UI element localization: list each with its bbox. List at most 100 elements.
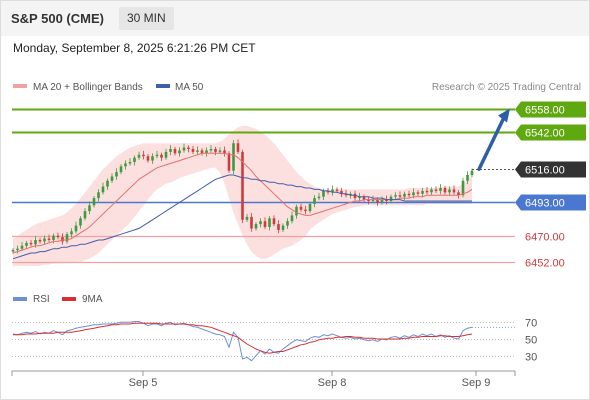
candle-body	[142, 154, 145, 157]
rsi-line	[12, 321, 473, 362]
level-tag-6558.00	[515, 101, 586, 118]
candle-body	[344, 193, 348, 196]
level-tag-6542.00	[515, 124, 586, 141]
level-tag-6493.00	[515, 194, 586, 211]
candle-body	[322, 190, 325, 197]
rsi-grid: 70 50 30	[12, 318, 537, 364]
candle-body	[439, 188, 442, 191]
rsi-tick-30: 30	[525, 352, 537, 364]
rsi-tick-70: 70	[525, 318, 537, 330]
candle-body	[241, 151, 244, 220]
rsi-lines	[12, 321, 515, 362]
candle-body	[353, 193, 357, 199]
x-tick-label-0: Sep 5	[129, 377, 158, 389]
candle-body	[29, 242, 33, 245]
candle-body	[340, 190, 343, 194]
candle-body	[151, 156, 154, 161]
candle-body	[313, 198, 316, 204]
candle-body	[133, 157, 136, 162]
price-levels	[12, 108, 515, 264]
candle-body	[47, 238, 51, 240]
x-axis: Sep 5 Sep 8 Sep 9	[129, 371, 490, 389]
candle-body	[200, 150, 204, 154]
ma50-legend-swatch	[156, 84, 170, 88]
candle-body	[155, 154, 159, 157]
instrument-title: S&P 500 (CME)	[11, 11, 104, 26]
ma50-legend-label: MA 50	[175, 82, 204, 93]
rsi-legend-label: RSI	[33, 294, 50, 305]
candle-body	[380, 199, 384, 203]
candle-body	[83, 211, 87, 219]
candle-body	[394, 195, 397, 197]
candle-body	[416, 192, 420, 194]
candle-body	[110, 176, 114, 181]
forecast-arrow-shaft	[477, 117, 505, 171]
credit-text: Research © 2025 Trading Central	[432, 82, 581, 93]
rsi-ma-legend-swatch	[62, 297, 76, 301]
candle-body	[124, 163, 127, 167]
candle-body	[227, 153, 231, 171]
candle-body	[290, 215, 294, 222]
candle-body	[20, 245, 24, 249]
rsi-ma-line	[13, 322, 473, 354]
candle-body	[299, 206, 303, 210]
rsi-tick-50: 50	[525, 335, 537, 347]
candle-body	[308, 203, 312, 212]
candle-body	[470, 170, 474, 175]
candle-body	[146, 156, 150, 161]
candle-body	[70, 231, 73, 235]
ma50-line	[12, 174, 472, 260]
candle-body	[349, 193, 352, 196]
candle-body	[61, 237, 64, 242]
bollinger-legend-label: MA 20 + Bollinger Bands	[33, 82, 143, 93]
candle-body	[389, 196, 393, 201]
candle-body	[196, 150, 199, 152]
timeframe-button[interactable]: 30 MIN	[119, 7, 174, 30]
candle-body	[452, 189, 456, 193]
candle-body	[205, 150, 208, 154]
candle-body	[34, 240, 37, 245]
candle-body	[331, 189, 334, 193]
candle-body	[358, 196, 361, 199]
candle-body	[376, 199, 379, 203]
candle-body	[65, 234, 69, 242]
moving-averages	[12, 152, 473, 260]
candle-body	[272, 218, 276, 225]
candle-body	[304, 209, 307, 212]
candle-body	[79, 218, 82, 226]
candle-body	[115, 172, 118, 177]
level-label-6452.00: 6452.00	[525, 258, 565, 270]
candle-body	[466, 175, 469, 181]
candle-body	[281, 225, 285, 230]
candle-body	[191, 149, 195, 152]
level-label-6493.00: 6493.00	[525, 198, 565, 210]
level-label-6558.00: 6558.00	[525, 105, 565, 117]
level-label-6516.00: 6516.00	[525, 165, 565, 177]
candle-body	[43, 238, 46, 242]
candle-body	[16, 248, 19, 251]
candle-body	[88, 205, 91, 212]
candle-body	[268, 218, 271, 227]
candle-body	[448, 189, 451, 193]
candle-body	[367, 199, 370, 201]
candle-body	[263, 221, 267, 227]
candle-body	[403, 193, 406, 197]
candle-body	[434, 189, 438, 191]
candle-body	[128, 162, 132, 164]
candle-body	[97, 192, 100, 199]
header-bar: S&P 500 (CME) 30 MIN	[0, 0, 590, 36]
candle-body	[11, 250, 15, 252]
candle-body	[412, 192, 415, 196]
candle-body	[101, 186, 105, 193]
rsi-ma-legend-label: 9MA	[82, 294, 103, 305]
level-label-6542.00: 6542.00	[525, 128, 565, 140]
candle-body	[295, 206, 298, 216]
candle-body	[407, 193, 411, 196]
candle-body	[457, 192, 460, 196]
candle-body	[74, 225, 78, 232]
forecast-arrow-head	[498, 108, 510, 123]
candle-body	[173, 149, 177, 154]
candle-body	[160, 154, 163, 158]
candle-body	[443, 188, 447, 193]
